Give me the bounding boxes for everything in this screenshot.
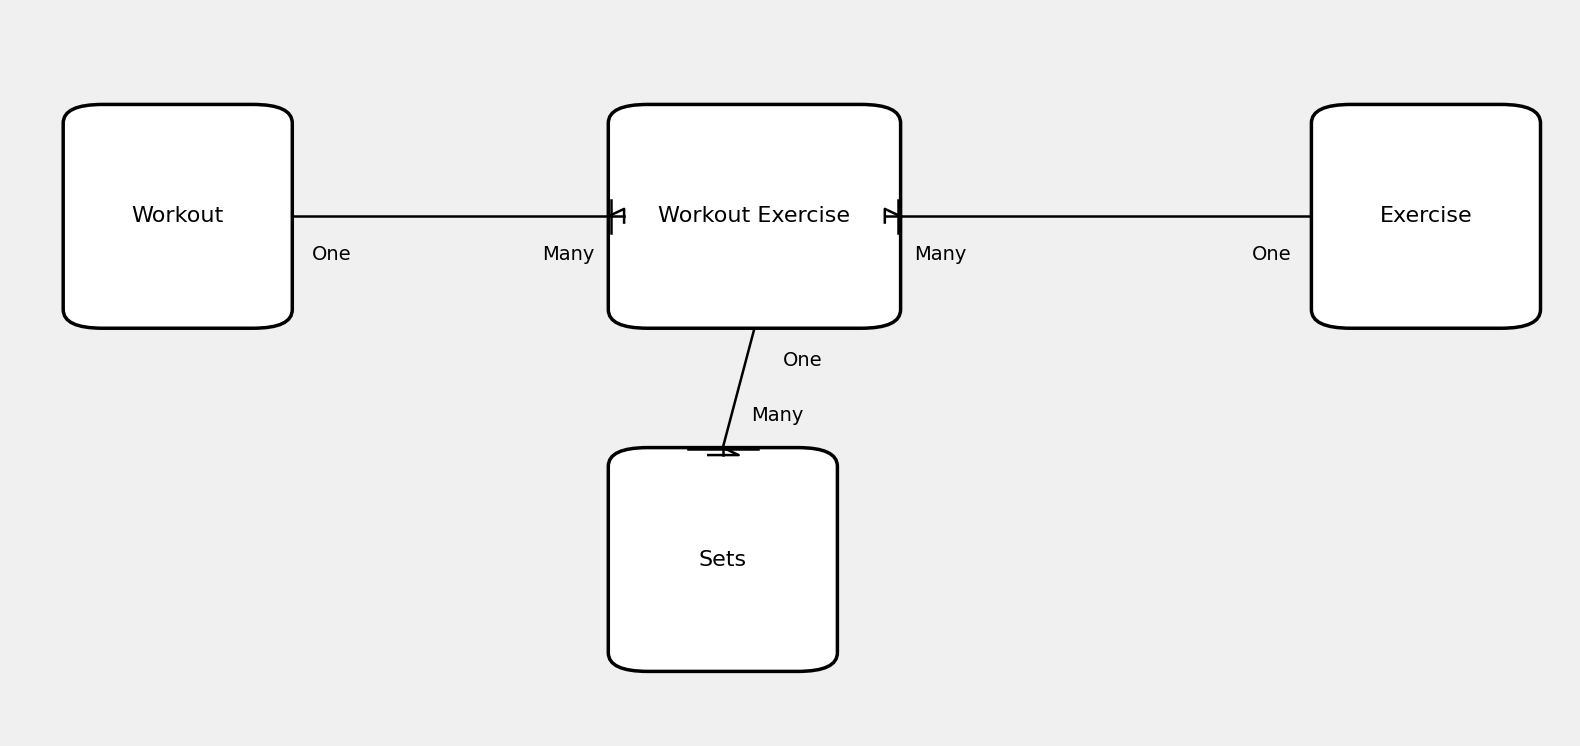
- FancyBboxPatch shape: [608, 104, 901, 328]
- Text: Exercise: Exercise: [1379, 207, 1473, 226]
- FancyBboxPatch shape: [1311, 104, 1540, 328]
- Text: Many: Many: [542, 245, 596, 263]
- Text: Many: Many: [752, 407, 804, 425]
- Text: One: One: [1251, 245, 1292, 263]
- FancyBboxPatch shape: [63, 104, 292, 328]
- Text: Many: Many: [913, 245, 967, 263]
- Text: One: One: [311, 245, 352, 263]
- Text: Workout Exercise: Workout Exercise: [659, 207, 850, 226]
- Text: Workout: Workout: [131, 207, 224, 226]
- FancyBboxPatch shape: [608, 448, 837, 671]
- Text: One: One: [784, 351, 823, 369]
- Text: Sets: Sets: [698, 550, 747, 569]
